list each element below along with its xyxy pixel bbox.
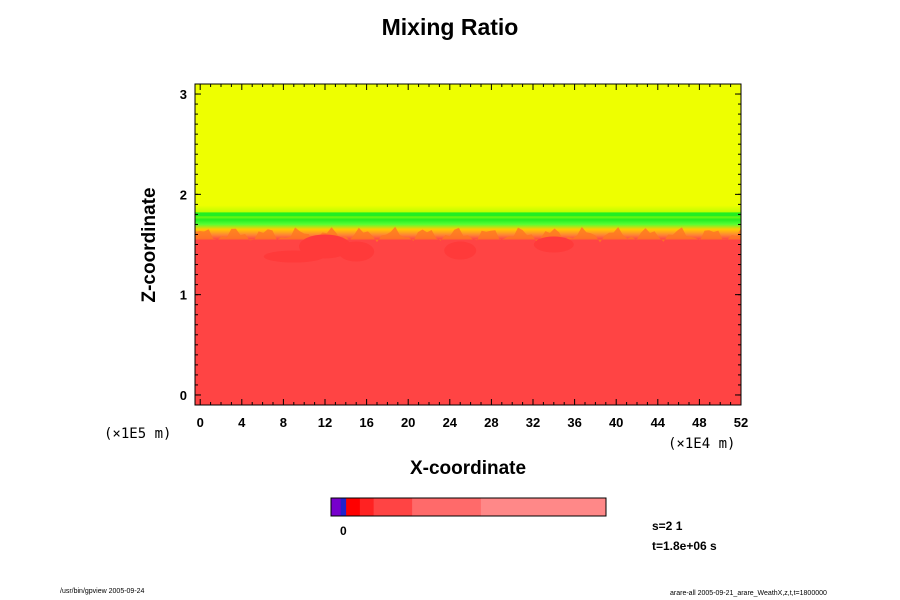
x-tick-label: 32 [526, 415, 540, 430]
colorbar-frame [330, 497, 607, 517]
y-tick-label: 3 [180, 87, 187, 102]
colorbar-segment [373, 498, 413, 516]
colorbar-segment [412, 498, 482, 516]
x-tick-label: 4 [238, 415, 246, 430]
x-tick-label: 20 [401, 415, 415, 430]
x-tick-label: 44 [651, 415, 666, 430]
x-tick-label: 28 [484, 415, 498, 430]
y-tick-label: 2 [180, 187, 187, 202]
region-upper-layer [195, 84, 741, 211]
colorbar-segment [340, 498, 347, 516]
transition-core [195, 212, 741, 217]
x-tick-label: 8 [280, 415, 287, 430]
step-annotation: s=2 1 [652, 519, 683, 533]
time-annotation: t=1.8e+06 s [652, 539, 717, 553]
region-lower-layer [195, 234, 741, 405]
region-transition-band [195, 205, 741, 240]
eddy-2 [444, 241, 477, 260]
x-tick-label: 52 [734, 415, 748, 430]
chart-title: Mixing Ratio [381, 14, 519, 40]
colorbar-segment [359, 498, 375, 516]
footer-left: /usr/bin/gpview 2005-09-24 [60, 588, 145, 595]
x-tick-label: 0 [197, 415, 204, 430]
x-axis-unit: (×1E4 m) [668, 436, 736, 452]
x-tick-label: 16 [359, 415, 373, 430]
x-tick-label: 36 [567, 415, 581, 430]
x-tick-label: 40 [609, 415, 623, 430]
eddy-4 [263, 250, 324, 263]
eddy-1 [338, 241, 375, 262]
x-tick-label: 48 [692, 415, 706, 430]
eddy-3 [533, 236, 574, 253]
y-axis-unit: (×1E5 m) [104, 426, 172, 442]
y-tick-label: 1 [180, 288, 187, 303]
colorbar-segment [331, 498, 342, 516]
colorbar-label: 0 [340, 524, 347, 538]
footer-right: arare-all 2005-09-21_arare_WeathX,z,t,t=… [670, 590, 827, 597]
x-tick-label: 12 [318, 415, 332, 430]
colorbar-segment [480, 498, 607, 516]
colorbar [330, 497, 607, 517]
plot-area [195, 84, 741, 405]
x-tick-label: 24 [443, 415, 458, 430]
x-axis-label: X-coordinate [409, 458, 527, 479]
colorbar-segment [346, 498, 361, 516]
y-tick-label: 0 [180, 388, 187, 403]
